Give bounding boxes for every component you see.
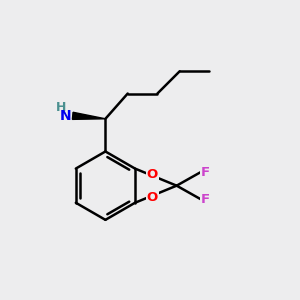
Text: F: F [201,193,210,206]
Text: H: H [56,101,67,114]
Text: O: O [147,190,158,204]
Polygon shape [72,112,105,119]
Text: N: N [59,109,71,123]
Text: F: F [201,166,210,179]
Text: O: O [147,168,158,181]
